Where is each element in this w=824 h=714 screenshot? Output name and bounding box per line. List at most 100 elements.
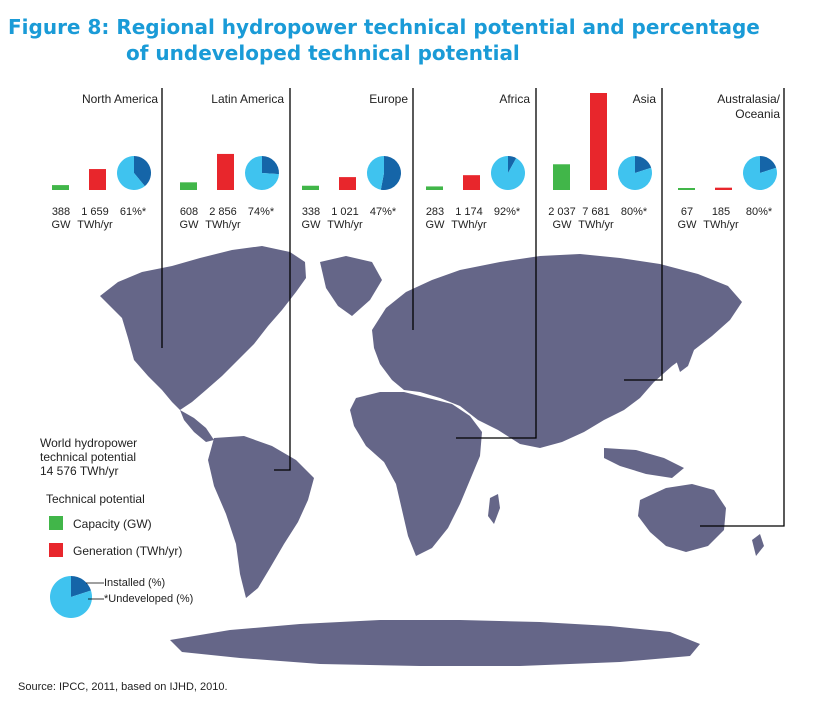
unit-generation-africa: TWh/yr [451,219,487,231]
legend-generation-label: Generation (TWh/yr) [73,544,182,558]
leader-africa [456,88,537,439]
region-name-europe: Europe [369,92,408,106]
pie-undeveloped-australasia-oceania [743,156,778,191]
label-undeveloped-north-america: 61%* [120,206,147,218]
unit-capacity-asia: GW [553,219,573,231]
legend-generation-swatch [49,543,63,557]
bar-capacity-europe [302,185,319,190]
pie-installed-latin-america [262,156,280,175]
leader-australasia-oceania [700,88,785,527]
label-capacity-asia: 2 037 [548,206,576,218]
label-undeveloped-australasia-oceania: 80%* [746,206,773,218]
map-africa [350,392,482,556]
label-generation-europe: 1 021 [331,206,359,218]
bar-capacity-north-america [52,185,69,190]
map-australia [638,484,726,552]
map-north-america [100,246,306,410]
map-se-asia [604,448,684,478]
map-eurasia [372,254,742,448]
pie-installed-europe [380,156,401,190]
label-capacity-north-america: 388 [52,206,70,218]
pie-africa [491,156,526,190]
label-undeveloped-europe: 47%* [370,206,397,218]
region-name-north-america: North America [82,92,158,106]
bar-capacity-latin-america [180,182,197,190]
leader-latin-america [274,88,291,471]
legend-pie-installed [71,576,91,597]
legend-capacity-label: Capacity (GW) [73,517,152,531]
map-new-zealand [752,534,764,556]
label-generation-latin-america: 2 856 [209,206,237,218]
legend-pie [49,575,92,618]
figure-title: Figure 8: Regional hydropower technical … [8,14,808,66]
map-antarctica [170,620,700,666]
region-name-australasia-oceania-line-1: Australasia/ [717,92,780,106]
unit-generation-north-america: TWh/yr [77,219,113,231]
bar-generation-europe [339,177,356,190]
pie-installed-asia [635,156,652,173]
unit-capacity-australasia-oceania: GW [678,219,698,231]
legend-undeveloped-label: *Undeveloped (%) [104,593,193,605]
label-capacity-europe: 338 [302,206,320,218]
label-undeveloped-asia: 80%* [621,206,648,218]
label-generation-north-america: 1 659 [81,206,109,218]
pie-undeveloped-asia [618,156,653,191]
bar-generation-australasia-oceania [715,187,732,190]
pie-australasia-oceania [743,156,778,191]
region-name-latin-america: Latin America [211,92,284,106]
map-japan [676,338,694,372]
label-capacity-africa: 283 [426,206,444,218]
bar-capacity-africa [426,186,443,190]
legend-header: Technical potential [46,492,145,506]
map-madagascar [488,494,500,524]
pie-undeveloped-north-america [117,156,145,191]
pie-installed-australasia-oceania [760,156,777,173]
map-greenland [320,256,382,316]
legend-pie-undeveloped [49,575,92,618]
label-capacity-latin-america: 608 [180,206,198,218]
label-generation-australasia-oceania: 185 [712,206,730,218]
source-note: Source: IPCC, 2011, based on IJHD, 2010. [18,681,228,693]
title-line-2: of undeveloped technical potential [126,41,520,65]
pie-installed-north-america [134,156,152,187]
bar-generation-africa [463,175,480,190]
bar-generation-asia [590,93,607,190]
unit-capacity-europe: GW [302,219,322,231]
unit-generation-asia: TWh/yr [578,219,614,231]
pie-undeveloped-africa [491,156,526,190]
label-generation-asia: 7 681 [582,206,610,218]
pie-europe [366,155,401,190]
legend-world-line-3: 14 576 TWh/yr [40,464,118,478]
pie-asia [618,156,653,191]
unit-generation-europe: TWh/yr [327,219,363,231]
region-name-africa: Africa [499,92,530,106]
bar-capacity-asia [553,164,570,190]
label-capacity-australasia-oceania: 67 [681,206,693,218]
legend-capacity-swatch [49,516,63,530]
legend: World hydropower technical potential 14 … [40,436,193,618]
pie-north-america [117,156,152,191]
label-generation-africa: 1 174 [455,206,483,218]
pie-undeveloped-latin-america [245,156,279,190]
region-name-australasia-oceania-line-2: Oceania [735,107,780,121]
world-map [100,246,764,666]
leader-lines [161,88,785,527]
pie-latin-america [245,156,280,190]
bar-capacity-australasia-oceania [678,188,695,190]
region-name-asia: Asia [633,92,657,106]
legend-world-line-2: technical potential [40,450,136,464]
pie-undeveloped-europe [366,155,384,190]
leader-asia [624,88,663,381]
label-undeveloped-africa: 92%* [494,206,521,218]
unit-generation-australasia-oceania: TWh/yr [703,219,739,231]
legend-installed-label: Installed (%) [104,577,165,589]
bar-generation-north-america [89,169,106,190]
label-undeveloped-latin-america: 74%* [248,206,275,218]
unit-generation-latin-america: TWh/yr [205,219,241,231]
